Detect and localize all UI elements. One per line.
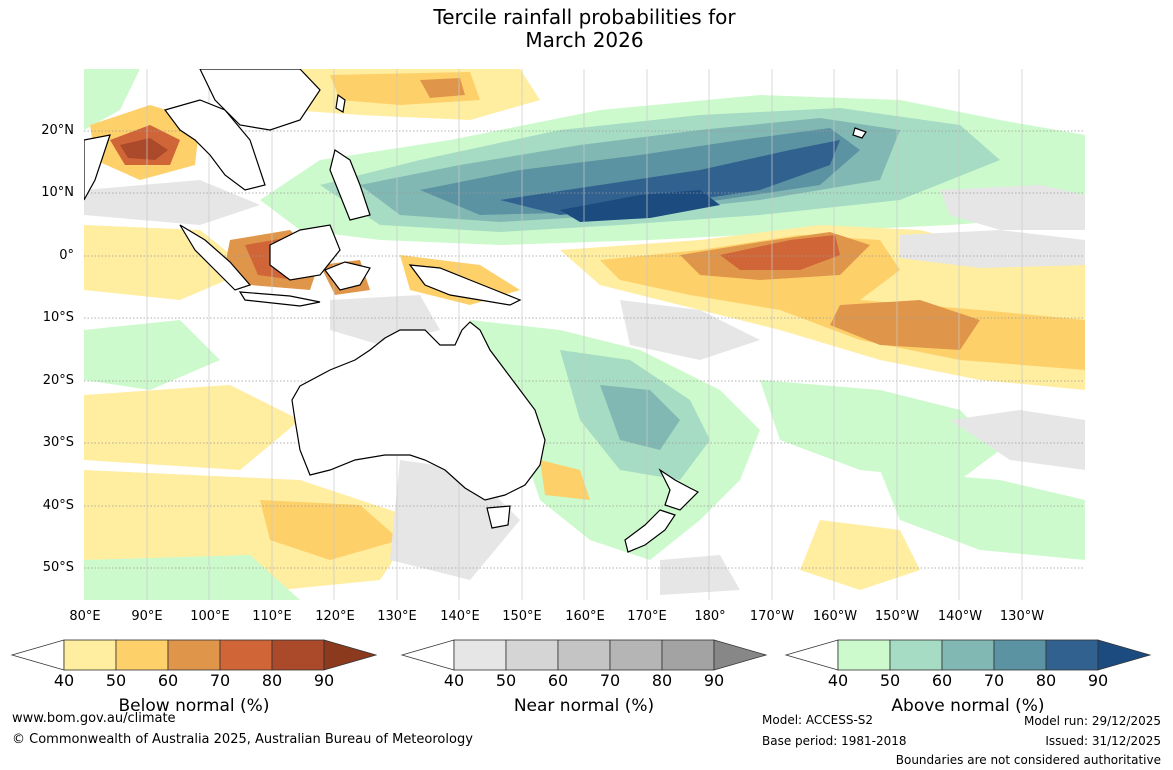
graticule [84,130,1085,569]
lon-label: 170°W [749,609,795,624]
lon-label: 140°E [440,609,480,624]
new-zealand-south [624,509,676,553]
colorbar-near-label: Near normal (%) [513,696,655,716]
lon-label: 90°E [131,609,163,624]
colorbar-tick: 80 [651,671,673,690]
map-title-line1: Tercile rainfall probabilities for [433,5,736,29]
lon-label: 80°E [69,609,101,624]
sumatra [179,224,252,291]
lon-label: 100°E [190,609,230,624]
colorbar-tick: 90 [1087,671,1109,690]
copyright-text: © Commonwealth of Australia 2025, Austra… [12,732,473,747]
base-period: Base period: 1981-2018 [762,734,907,748]
lon-label: 110°E [252,609,292,624]
lon-label: 120°E [315,609,355,624]
colorbar-tick: 50 [495,671,517,690]
model-run-date: Model run: 29/12/2025 [1023,714,1161,728]
java [238,291,321,307]
philippines [329,149,371,221]
tasmania [486,505,511,529]
model-name: Model: ACCESS-S2 [762,713,874,727]
colorbar-tick: 40 [443,671,465,690]
boundaries-disclaimer: Boundaries are not considered authoritat… [895,753,1161,767]
borneo [269,224,341,281]
colorbar-tick: 50 [879,671,901,690]
lat-label: 20°N [41,123,74,138]
india [84,134,111,201]
colorbar-tick: 40 [827,671,849,690]
colorbar-tick: 70 [599,671,621,690]
sulawesi [324,261,371,291]
colorbar-tick: 60 [931,671,953,690]
colorbar-tick: 70 [983,671,1005,690]
new-zealand-north [658,468,700,511]
lon-label: 140°W [937,609,983,624]
lon-label: 170°E [627,609,667,624]
indochina [163,99,266,191]
lat-label: 20°S [42,373,74,388]
lon-label: 180° [694,609,726,624]
lon-label: 160°E [565,609,605,624]
colorbar-above-label: Above normal (%) [891,696,1045,716]
colorbar-tick: 60 [157,671,179,690]
coastlines [84,69,867,553]
lat-label: 10°S [42,310,74,325]
colorbar-tick: 80 [1035,671,1057,690]
colorbar-above [784,639,1152,671]
australia [291,321,546,501]
colorbar-tick: 90 [313,671,335,690]
issued-date: Issued: 31/12/2025 [1045,734,1161,748]
lon-label: 150°E [502,609,542,624]
website-link[interactable]: www.bom.gov.au/climate [12,711,176,726]
lat-label: 10°N [41,185,74,200]
china-coast [199,69,321,131]
colorbar-tick: 90 [703,671,725,690]
lon-label: 150°W [874,609,920,624]
colorbar-tick: 40 [53,671,75,690]
colorbar-tick: 80 [261,671,283,690]
colorbar-tick: 60 [547,671,569,690]
map-title-line2: March 2026 [525,28,644,52]
lat-label: 50°S [42,560,74,575]
colorbar-below [10,639,378,671]
lon-label: 130°W [999,609,1045,624]
lat-label: 40°S [42,498,74,513]
new-guinea [408,264,522,306]
lat-label: 30°S [42,435,74,450]
lon-label: 130°E [377,609,417,624]
lat-label: 0° [59,248,74,263]
colorbar-below-label: Below normal (%) [118,696,270,716]
lon-label: 160°W [812,609,858,624]
colorbar-tick: 50 [105,671,127,690]
colorbar-near [400,639,768,671]
taiwan [335,93,346,113]
colorbar-tick: 70 [209,671,231,690]
hawaii [852,127,867,139]
